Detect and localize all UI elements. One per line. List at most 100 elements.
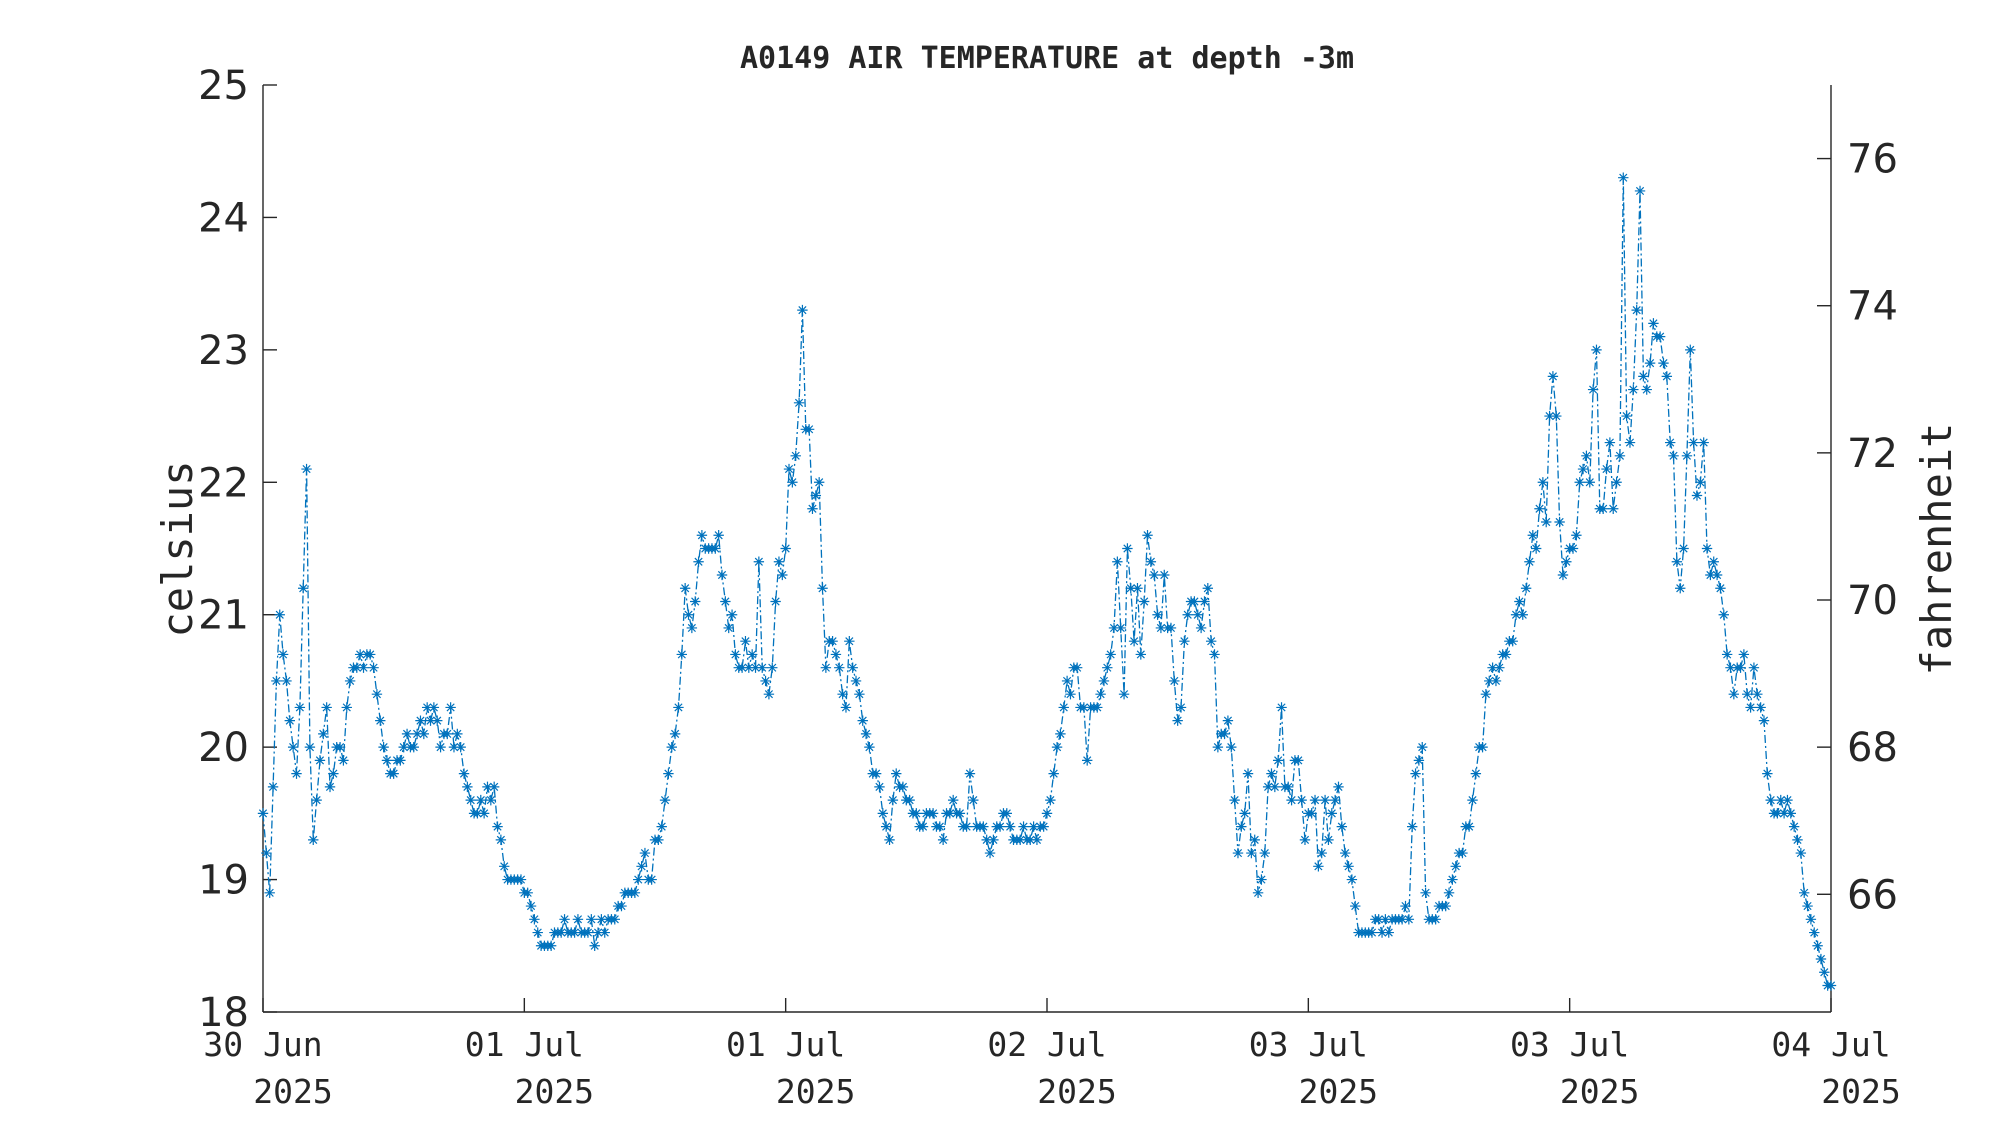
data-point (746, 649, 758, 660)
data-point (1534, 503, 1545, 514)
data-point (1792, 834, 1803, 846)
x-tick-label-day: 02 Jul (987, 1025, 1106, 1064)
data-point (1725, 662, 1736, 673)
data-point (1199, 596, 1210, 607)
data-point (653, 834, 664, 846)
data-point (569, 927, 580, 938)
data-point (870, 768, 882, 779)
data-point (365, 649, 376, 660)
data-point (1323, 834, 1334, 846)
data-point (1306, 808, 1317, 819)
data-point (944, 808, 956, 819)
data-point (1249, 834, 1260, 846)
data-point (1001, 808, 1012, 819)
data-point (1735, 662, 1746, 673)
data-point (961, 821, 972, 832)
data-point (1326, 808, 1337, 819)
data-point (1098, 675, 1110, 687)
data-point (1517, 609, 1528, 620)
data-point (1373, 914, 1384, 925)
axes-frame (262, 85, 1832, 1013)
data-point (1470, 768, 1482, 779)
data-point (1631, 304, 1642, 316)
data-point (1711, 569, 1723, 581)
data-point (656, 821, 667, 832)
chart-title: A0149 AIR TEMPERATURE at depth -3m (740, 41, 1354, 76)
data-point (1018, 821, 1029, 832)
data-point (887, 794, 899, 806)
data-point (639, 847, 651, 859)
data-point (1815, 953, 1827, 965)
data-point (726, 609, 738, 620)
data-point (1045, 794, 1056, 806)
data-point (1527, 530, 1539, 541)
data-point (354, 649, 366, 660)
data-point (891, 768, 902, 779)
data-point (1212, 741, 1224, 753)
data-point (1537, 477, 1549, 488)
data-point (1058, 702, 1069, 713)
y-tick-label: 23 (198, 328, 249, 374)
data-point (750, 662, 761, 673)
data-point (1149, 569, 1160, 581)
data-point (398, 741, 409, 753)
data-point (1443, 887, 1455, 899)
data-point (1621, 410, 1632, 422)
data-point (586, 914, 597, 925)
data-point (1487, 662, 1498, 673)
data-point (1296, 794, 1307, 806)
data-point (1269, 781, 1281, 793)
data-point (411, 728, 423, 740)
data-point (1407, 821, 1418, 832)
data-point (1259, 847, 1270, 859)
data-point (803, 424, 815, 435)
data-point (1788, 821, 1800, 832)
x-tick-label-day: 01 Jul (726, 1025, 845, 1064)
data-point (592, 927, 604, 938)
data-point (492, 821, 503, 832)
data-point (1346, 874, 1358, 885)
data-point (294, 702, 306, 713)
data-point (1557, 569, 1569, 581)
data-point (1644, 357, 1656, 369)
data-point (435, 741, 446, 753)
data-point (904, 794, 915, 806)
x-tick-label-year: 2025 (1821, 1072, 1900, 1111)
data-point (659, 794, 671, 806)
data-point (994, 821, 1006, 832)
y-axis-label: celsius (153, 460, 202, 637)
data-point (1179, 636, 1190, 647)
data-point (1554, 516, 1565, 528)
data-point (880, 821, 892, 832)
data-point (445, 702, 456, 713)
data-point (418, 728, 430, 740)
data-point (1239, 808, 1250, 819)
data-point (284, 715, 296, 726)
data-point (1765, 794, 1776, 806)
x-tick-label-year: 2025 (1037, 1072, 1116, 1111)
data-point (1748, 662, 1760, 673)
x-ticks: 30 Jun 2025 01 Jul 2025 01 Jul 2025 02 Jul 2025… (203, 998, 1901, 1111)
data-point (1078, 702, 1090, 713)
data-point (964, 768, 976, 779)
data-point (954, 808, 966, 819)
data-point (1812, 940, 1823, 951)
data-point (629, 887, 641, 899)
data-point (780, 543, 791, 554)
data-point (1681, 450, 1693, 461)
y2-tick-label: 72 (1847, 431, 1898, 477)
data-point (428, 702, 440, 713)
data-point (1728, 688, 1740, 700)
data-point (1755, 702, 1766, 713)
data-point (676, 649, 688, 660)
data-point (1805, 914, 1817, 925)
data-point (827, 636, 838, 647)
data-point (455, 741, 466, 753)
data-point (1758, 715, 1770, 726)
data-point (1715, 583, 1726, 594)
data-point (1530, 543, 1542, 554)
y-tick-label: 20 (198, 725, 249, 771)
data-point (783, 463, 795, 475)
